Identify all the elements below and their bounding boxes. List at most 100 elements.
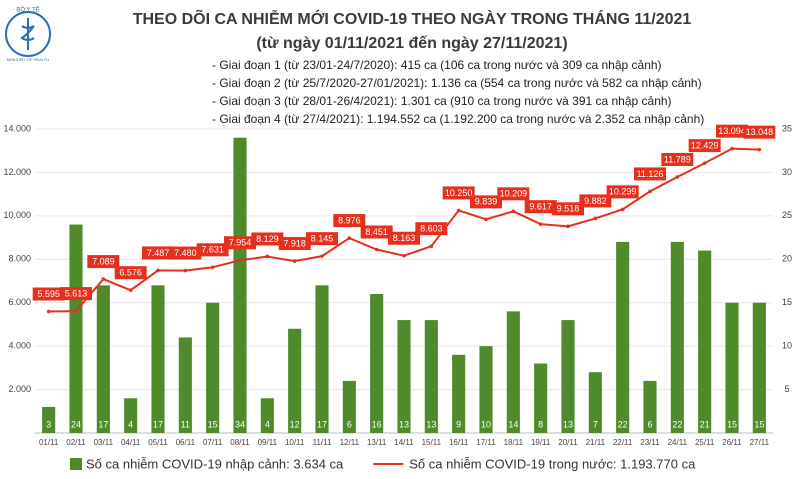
annotation: - Giai đoạn 4 (từ 27/4/2021): 1.194.552 … — [212, 112, 704, 126]
bar — [233, 137, 247, 433]
line-point — [101, 277, 106, 281]
value-label: 7.480 — [174, 248, 197, 258]
line-point — [238, 258, 242, 263]
bar-label: 8 — [538, 419, 543, 429]
annotation: - Giai đoạn 2 (từ 25/7/2020-27/01/2021):… — [212, 76, 702, 90]
value-label-box — [415, 222, 448, 236]
line-point — [511, 209, 516, 214]
line-point — [210, 265, 215, 270]
bar-label: 13 — [563, 419, 573, 429]
bar — [397, 320, 411, 433]
bar — [561, 320, 575, 433]
value-label: 8.163 — [393, 233, 416, 243]
value-label: 12.429 — [691, 140, 719, 150]
bar — [588, 372, 602, 433]
logo-subtext: MINISTRY OF HEALTH — [7, 57, 49, 62]
x-tick-label: 05/11 — [148, 438, 168, 447]
x-tick-label: 20/11 — [558, 438, 578, 447]
line-point — [702, 161, 707, 165]
value-label-box — [169, 246, 202, 260]
y2-tick-label: 10 — [782, 341, 792, 351]
value-label: 7.631 — [201, 245, 224, 255]
bar-label: 21 — [700, 419, 710, 429]
bar — [288, 328, 302, 433]
line-point — [648, 189, 652, 194]
y-tick-label: 4.000 — [8, 341, 31, 351]
x-tick-label: 15/11 — [422, 438, 442, 447]
line-point — [484, 217, 488, 222]
y2-tick-label: 15 — [782, 297, 792, 307]
line-point — [566, 224, 570, 229]
chart-title: THEO DÕI CA NHIỄM MỚI COVID-19 THEO NGÀY… — [133, 8, 692, 28]
y-tick-label: 14.000 — [3, 123, 31, 133]
bar-label: 6 — [347, 419, 352, 429]
value-label-box — [360, 225, 393, 239]
bar — [342, 380, 356, 433]
value-label: 11.789 — [664, 154, 691, 164]
x-tick-label: 03/11 — [94, 438, 114, 447]
value-label: 9.882 — [584, 196, 607, 206]
value-label: 10.299 — [609, 187, 637, 197]
bar-label: 24 — [71, 419, 81, 429]
value-label: 8.145 — [311, 234, 334, 244]
value-label-box — [743, 125, 776, 139]
line-point — [374, 247, 379, 252]
x-tick-label: 23/11 — [640, 438, 660, 447]
value-label-box — [32, 287, 65, 301]
value-label-box — [442, 186, 475, 200]
legend-swatch — [70, 458, 82, 470]
value-label-box — [87, 255, 120, 269]
bar — [725, 302, 739, 433]
value-label: 10.209 — [500, 189, 528, 199]
bar — [69, 224, 83, 433]
value-label-box — [716, 124, 748, 138]
bar — [643, 380, 657, 433]
bar — [370, 294, 384, 433]
value-label-box — [306, 232, 338, 246]
line-point — [128, 288, 133, 293]
value-label-box — [497, 187, 530, 201]
value-label-box — [606, 185, 639, 199]
bar — [452, 354, 466, 433]
bar — [206, 302, 220, 433]
bar-label: 13 — [399, 419, 409, 429]
y2-tick-label: 25 — [782, 210, 792, 220]
value-label-box — [142, 246, 174, 260]
legend-label: Số ca nhiễm COVID-19 trong nước: 1.193.7… — [409, 456, 696, 471]
value-label: 6.576 — [119, 268, 142, 278]
value-label: 5.595 — [37, 289, 60, 299]
bar-label: 3 — [46, 419, 51, 429]
value-label-box — [60, 287, 92, 301]
y2-tick-label: 5 — [784, 384, 789, 394]
bar-label: 22 — [672, 419, 682, 429]
logo: BỘ Y TẾ MINISTRY OF HEALTH — [5, 7, 51, 62]
bar-label: 10 — [481, 419, 491, 429]
bar — [151, 285, 165, 433]
x-tick-label: 21/11 — [586, 438, 606, 447]
value-label: 9.617 — [529, 202, 552, 212]
value-label: 7.487 — [147, 248, 170, 258]
chart-subtitle: (từ ngày 01/11/2021 đến ngày 27/11/2021) — [256, 35, 567, 52]
bar-label: 16 — [372, 419, 382, 429]
x-tick-label: 12/11 — [340, 438, 360, 447]
y-tick-label: 6.000 — [8, 297, 31, 307]
value-label-box — [224, 236, 256, 250]
x-tick-label: 24/11 — [668, 438, 688, 447]
line-point — [429, 244, 434, 248]
bar-label: 15 — [727, 419, 737, 429]
value-label-box — [688, 139, 721, 153]
y-tick-label: 10.000 — [3, 210, 31, 220]
bar — [698, 250, 712, 433]
bar — [616, 241, 630, 433]
bar-label: 17 — [153, 419, 163, 429]
y-tick-label: 12.000 — [3, 167, 31, 177]
line-point — [538, 222, 543, 226]
x-tick-label: 14/11 — [394, 438, 414, 447]
value-label-box — [114, 266, 147, 280]
value-label-box — [634, 167, 666, 181]
line-point — [183, 268, 188, 273]
value-label: 9.839 — [475, 197, 498, 207]
x-tick-label: 11/11 — [313, 438, 332, 447]
value-label-box — [524, 200, 557, 214]
